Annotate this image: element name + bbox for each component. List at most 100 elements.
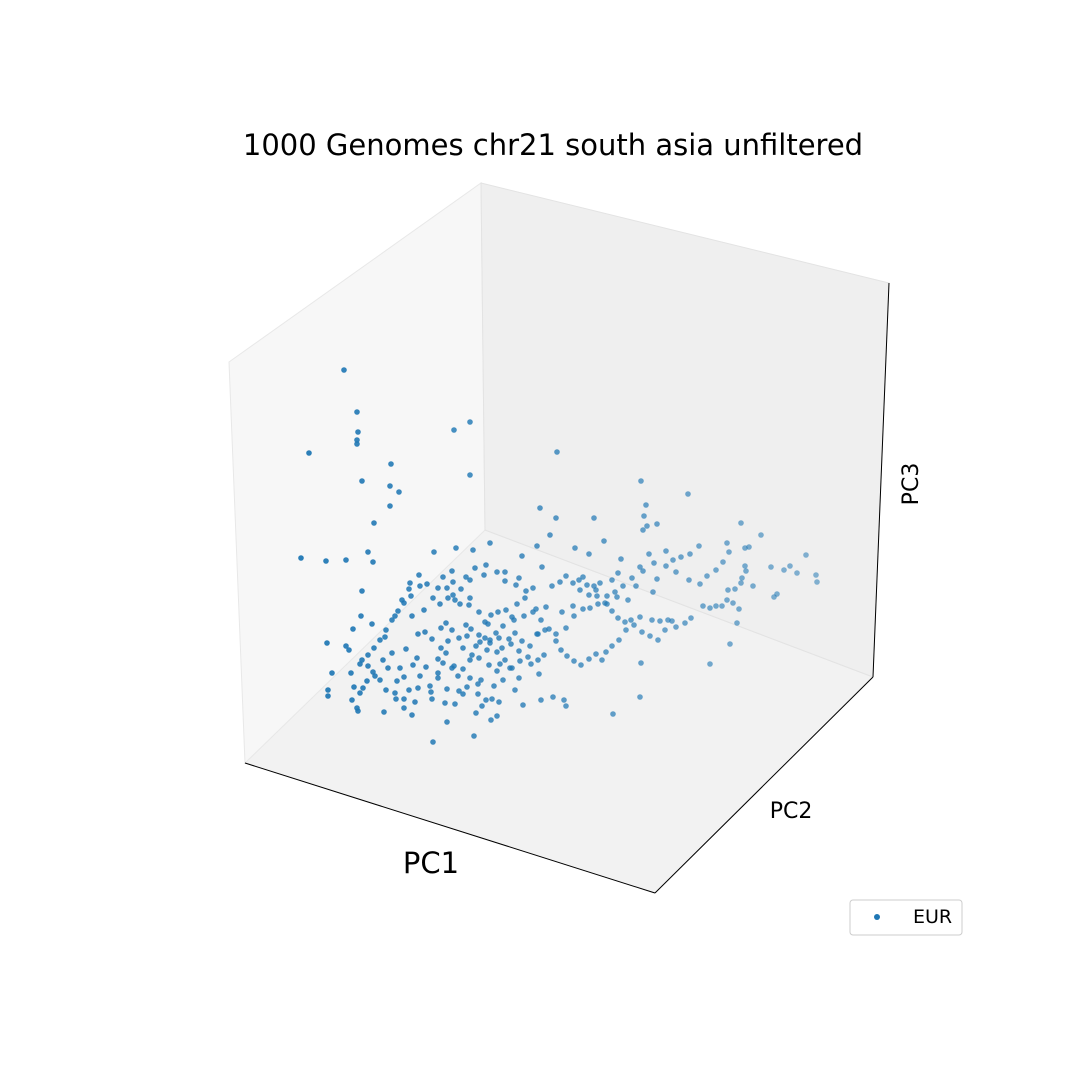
data-point [638,660,644,666]
data-point [370,669,376,675]
data-point [541,652,547,658]
data-point [500,623,506,629]
data-point [478,677,484,683]
data-point [586,656,592,662]
data-point [637,614,643,620]
data-point [444,585,450,591]
data-point [385,665,391,671]
data-point [520,702,526,708]
data-point [415,685,421,691]
data-point [365,549,371,555]
data-point [488,717,494,723]
data-point [458,586,464,592]
data-point [324,640,330,646]
data-point [637,694,643,700]
data-point [536,671,542,677]
data-point [584,582,590,588]
data-point [444,686,450,692]
data-point [647,633,653,639]
data-point [580,574,586,580]
data-point [401,705,407,711]
z-axis-label: PC3 [899,463,924,506]
data-point [473,643,479,649]
data-point [440,574,446,580]
data-point [758,532,764,538]
data-point [553,515,559,521]
data-point [409,712,415,718]
data-point [470,547,476,553]
data-point [325,687,331,693]
data-point [603,649,609,655]
data-point [509,614,515,620]
data-point [615,615,621,621]
data-point [306,450,312,456]
data-point [496,699,502,705]
data-point [685,491,691,497]
data-point [580,606,586,612]
data-point [408,593,414,599]
data-point [654,576,660,582]
data-point [487,637,493,643]
data-point [572,545,578,551]
data-point [354,437,360,443]
data-point [743,568,749,574]
data-point [417,673,423,679]
data-point [638,478,644,484]
data-point [620,583,626,589]
data-point [422,629,428,635]
data-point [639,629,645,635]
data-point [563,573,569,579]
data-point [514,601,520,607]
data-point [476,609,482,615]
data-point [449,665,455,671]
data-point [637,564,643,570]
data-point [724,540,730,546]
data-point [609,577,615,583]
data-point [414,655,420,661]
data-point [527,643,533,649]
data-point [713,567,719,573]
data-point [409,613,415,619]
data-point [371,520,377,526]
legend: EUR [849,899,963,936]
data-point [739,575,745,581]
data-point [403,646,409,652]
data-point [494,649,500,655]
data-point [678,554,684,560]
data-point [449,568,455,574]
data-point [654,521,660,527]
data-point [553,631,559,637]
data-point [641,513,647,519]
data-point [707,605,713,611]
data-point [587,605,593,611]
data-point [397,665,403,671]
data-point [610,711,616,717]
data-point [349,697,355,703]
data-point [586,592,592,598]
data-point [477,639,483,645]
data-point [401,674,407,680]
data-point [495,609,501,615]
data-point [456,635,462,641]
data-point [640,568,646,574]
data-point [323,558,329,564]
data-point [704,573,710,579]
data-point [724,597,730,603]
data-point [516,575,522,581]
data-point [341,367,347,373]
data-point [502,657,508,663]
data-point [466,602,472,608]
y-axis-label: PC2 [770,799,813,824]
data-point [437,601,443,607]
data-point [553,638,559,644]
data-point [417,583,423,589]
data-point [483,562,489,568]
data-point [542,627,548,633]
data-point [696,543,702,549]
data-point [415,631,421,637]
data-point [787,563,793,569]
data-point [537,505,543,511]
data-point [354,409,360,415]
data-point [484,647,490,653]
